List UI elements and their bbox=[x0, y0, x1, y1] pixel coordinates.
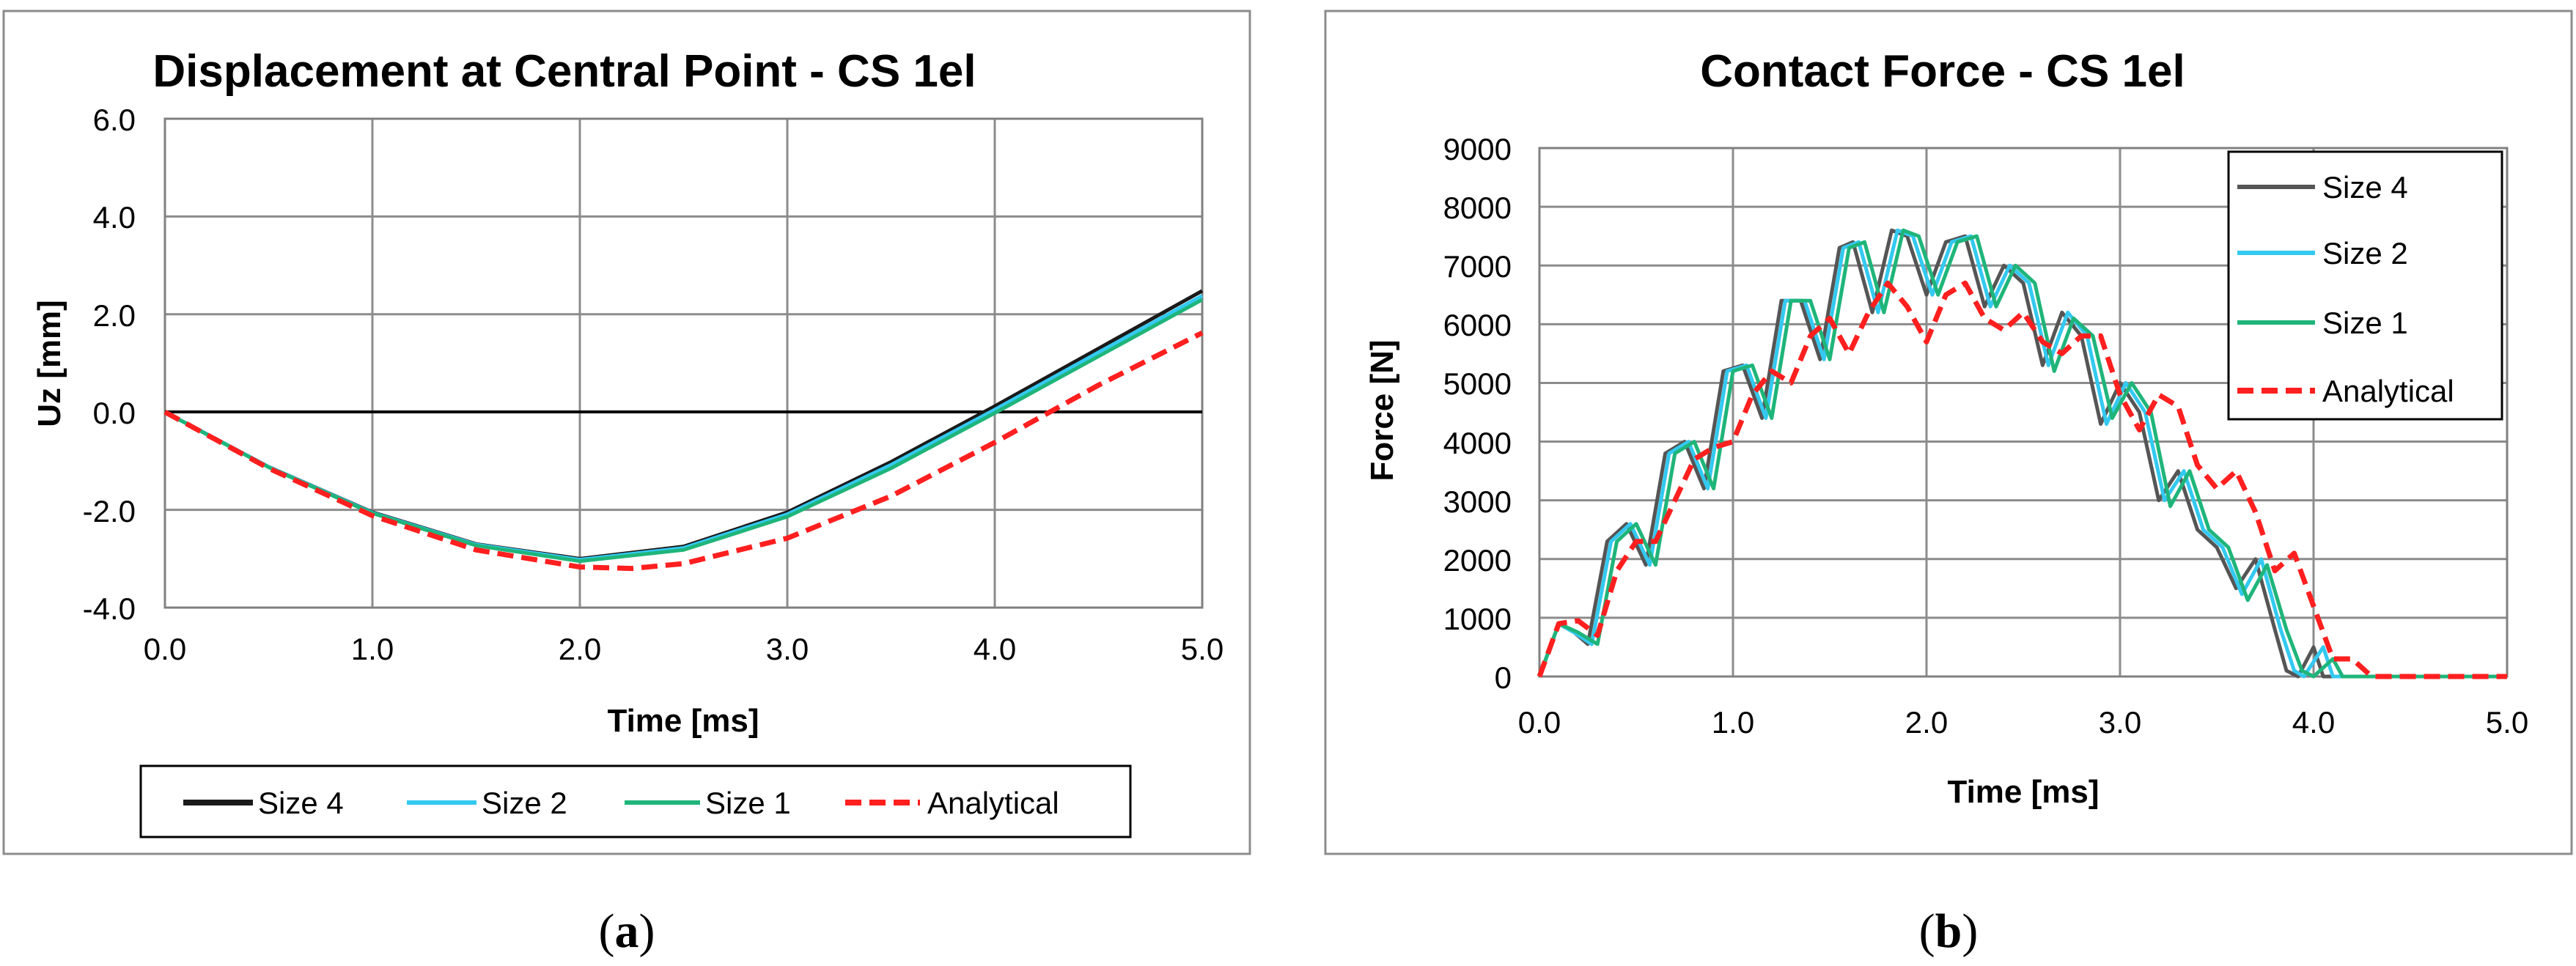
legend-label: Size 2 bbox=[482, 786, 567, 820]
chart-b: Contact Force - CS 1el 9000 8000 7000 60… bbox=[1324, 10, 2573, 855]
caption-b-open-paren: ( bbox=[1919, 904, 1935, 958]
x-tick-label: 4.0 bbox=[974, 632, 1016, 666]
x-tick-label: 0.0 bbox=[144, 632, 186, 666]
y-tick-label: 0.0 bbox=[93, 396, 136, 430]
caption-b: (b) bbox=[1919, 904, 1979, 958]
chart-a: Displacement at Central Point - CS 1el 6… bbox=[2, 10, 1251, 855]
x-tick-label: 0.0 bbox=[1518, 705, 1561, 740]
caption-b-text: (b) bbox=[1919, 904, 1979, 958]
y-tick-label: 2000 bbox=[1443, 543, 1512, 578]
caption-a-open-paren: ( bbox=[599, 904, 615, 958]
x-tick-label: 3.0 bbox=[766, 632, 809, 666]
caption-a-close-paren: ) bbox=[639, 904, 655, 958]
chart-b-series bbox=[1537, 228, 2507, 679]
chart-b-title: Contact Force - CS 1el bbox=[1700, 46, 2185, 97]
chart-a-frame bbox=[2, 10, 1251, 855]
legend-label: Analytical bbox=[927, 786, 1059, 820]
chart-a-y-tick-labels: 6.0 4.0 2.0 0.0 -2.0 -4.0 bbox=[83, 103, 136, 626]
caption-a: (a) bbox=[599, 904, 655, 958]
y-tick-label: 6000 bbox=[1443, 308, 1512, 342]
chart-b-y-axis-title: Force [N] bbox=[1364, 339, 1400, 481]
y-tick-label: 1000 bbox=[1443, 602, 1512, 636]
legend-label: Size 4 bbox=[258, 786, 344, 820]
caption-b-letter: b bbox=[1935, 904, 1962, 958]
chart-b-frame bbox=[1324, 10, 2573, 855]
chart-b-legend-box bbox=[2227, 150, 2503, 421]
y-tick-label: 4000 bbox=[1443, 426, 1512, 460]
x-tick-label: 2.0 bbox=[1905, 705, 1948, 740]
chart-a-gridlines bbox=[165, 119, 1202, 608]
chart-b-plot-area bbox=[1538, 147, 2509, 678]
caption-a-letter: a bbox=[615, 904, 639, 958]
chart-b-x-tick-labels: 0.0 1.0 2.0 3.0 4.0 5.0 bbox=[1518, 705, 2528, 740]
y-tick-label: 5000 bbox=[1443, 366, 1512, 401]
x-tick-label: 1.0 bbox=[1712, 705, 1754, 740]
chart-a-x-tick-labels: 0.0 1.0 2.0 3.0 4.0 5.0 bbox=[144, 632, 1223, 666]
x-tick-label: 4.0 bbox=[2292, 705, 2335, 740]
legend-label: Size 4 bbox=[2322, 170, 2408, 204]
chart-a-series-analytical bbox=[163, 330, 1204, 572]
y-tick-label: 0 bbox=[1495, 660, 1512, 695]
chart-a-plot-area bbox=[163, 117, 1204, 609]
y-tick-label: 8000 bbox=[1443, 191, 1512, 225]
chart-b-x-axis-title: Time [ms] bbox=[1947, 774, 2099, 810]
chart-b-series-size-1 bbox=[1537, 228, 2507, 679]
chart-a-series bbox=[163, 289, 1204, 572]
chart-a-series-size-1 bbox=[163, 298, 1204, 564]
y-tick-label: 7000 bbox=[1443, 249, 1512, 284]
chart-a-y-axis-title: Uz [mm] bbox=[32, 300, 67, 427]
legend-label: Analytical bbox=[2322, 374, 2454, 408]
chart-a-legend: Size 4 Size 2 Size 1 Analytical bbox=[139, 764, 1132, 838]
caption-a-text: (a) bbox=[599, 904, 655, 958]
y-tick-label: 6.0 bbox=[93, 103, 136, 137]
chart-b-y-tick-labels: 9000 8000 7000 6000 5000 4000 3000 2000 … bbox=[1443, 132, 1512, 695]
legend-label: Size 1 bbox=[2322, 306, 2408, 340]
legend-label: Size 1 bbox=[705, 786, 791, 820]
chart-b-legend: Size 4 Size 2 Size 1 Analytical bbox=[2227, 150, 2503, 421]
y-tick-label: 9000 bbox=[1443, 132, 1512, 166]
x-tick-label: 5.0 bbox=[1181, 632, 1223, 666]
legend-label: Size 2 bbox=[2322, 236, 2408, 270]
y-tick-label: 4.0 bbox=[93, 200, 136, 235]
chart-a-x-axis-title: Time [ms] bbox=[607, 703, 759, 739]
x-tick-label: 1.0 bbox=[351, 632, 394, 666]
caption-b-close-paren: ) bbox=[1962, 904, 1978, 958]
y-tick-label: -2.0 bbox=[83, 494, 136, 528]
y-tick-label: 2.0 bbox=[93, 298, 136, 333]
y-tick-label: 3000 bbox=[1443, 484, 1512, 519]
y-tick-label: -4.0 bbox=[83, 591, 136, 626]
x-tick-label: 3.0 bbox=[2099, 705, 2141, 740]
x-tick-label: 2.0 bbox=[559, 632, 601, 666]
chart-a-title: Displacement at Central Point - CS 1el bbox=[152, 46, 976, 97]
x-tick-label: 5.0 bbox=[2486, 705, 2528, 740]
